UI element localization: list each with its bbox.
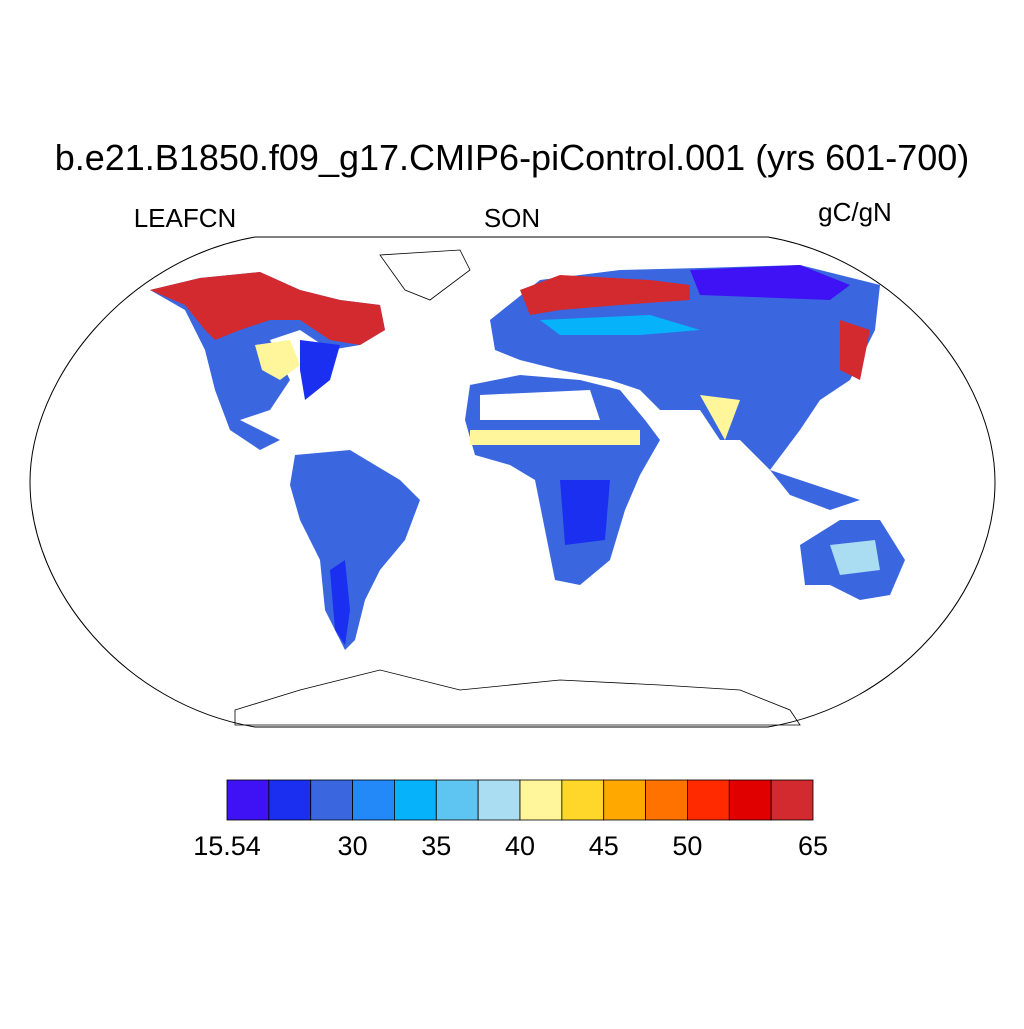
land — [330, 560, 350, 645]
colorbar-box — [519, 779, 563, 821]
colorbar-box — [352, 779, 395, 821]
desert — [480, 390, 600, 420]
title: b.e21.B1850.f09_g17.CMIP6-piControl.001 … — [55, 137, 970, 178]
colorbar-box — [310, 779, 353, 821]
colorbar-label: 35 — [421, 831, 451, 861]
land — [830, 540, 880, 575]
units-label: gC/gN — [818, 197, 892, 227]
land — [540, 315, 700, 335]
land — [690, 265, 850, 300]
coastline — [379, 249, 471, 301]
colorbar-label: 15.54 — [193, 831, 261, 861]
colorbar-label: 45 — [589, 831, 619, 861]
colorbar-box — [687, 779, 730, 821]
map-border — [29, 236, 996, 728]
land — [300, 340, 340, 400]
land — [470, 430, 640, 445]
colorbar-label: 30 — [338, 831, 368, 861]
colorbar-box — [728, 779, 772, 821]
colorbar-label: 40 — [505, 831, 535, 861]
colorbar-label: 65 — [798, 831, 828, 861]
colorbar-box — [394, 779, 437, 821]
land — [840, 320, 870, 380]
land — [770, 470, 860, 510]
colorbar-label: 50 — [672, 831, 702, 861]
season-label: SON — [484, 203, 540, 233]
colorbar-box — [561, 779, 605, 821]
colorbar-box — [603, 779, 646, 821]
land — [700, 395, 740, 440]
colorbar-box — [770, 779, 814, 821]
colorbar-box — [435, 779, 479, 821]
land — [520, 275, 690, 315]
land — [490, 265, 880, 470]
variable-label: LEAFCN — [134, 203, 237, 233]
map — [29, 236, 996, 728]
land — [560, 480, 610, 545]
colorbar: 15.54 30 35 40 45 50 65 — [193, 779, 828, 861]
land — [290, 450, 420, 650]
land — [255, 340, 300, 380]
land — [150, 272, 385, 345]
colorbar-box — [645, 779, 688, 821]
colorbar-box — [477, 779, 521, 821]
coastline — [234, 669, 801, 726]
colorbar-box — [226, 779, 270, 821]
colorbar-box — [268, 779, 312, 821]
